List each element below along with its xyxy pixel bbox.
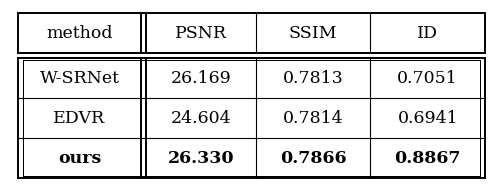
Text: PSNR: PSNR <box>175 25 227 41</box>
Text: ID: ID <box>417 25 438 41</box>
Text: method: method <box>46 25 112 41</box>
Text: ours: ours <box>58 150 101 167</box>
Text: W-SRNet: W-SRNet <box>40 70 119 87</box>
Text: 0.7866: 0.7866 <box>280 150 346 167</box>
Bar <box>18 13 485 53</box>
Text: 26.330: 26.330 <box>168 150 234 167</box>
Text: 0.7051: 0.7051 <box>398 70 458 87</box>
Text: SSIM: SSIM <box>289 25 338 41</box>
Text: 24.604: 24.604 <box>171 110 232 127</box>
Text: 0.6941: 0.6941 <box>398 110 458 127</box>
Text: 0.8867: 0.8867 <box>394 150 461 167</box>
Text: 0.7813: 0.7813 <box>283 70 344 87</box>
Text: 0.7814: 0.7814 <box>283 110 344 127</box>
Text: 26.169: 26.169 <box>171 70 232 87</box>
Text: EDVR: EDVR <box>54 110 106 127</box>
